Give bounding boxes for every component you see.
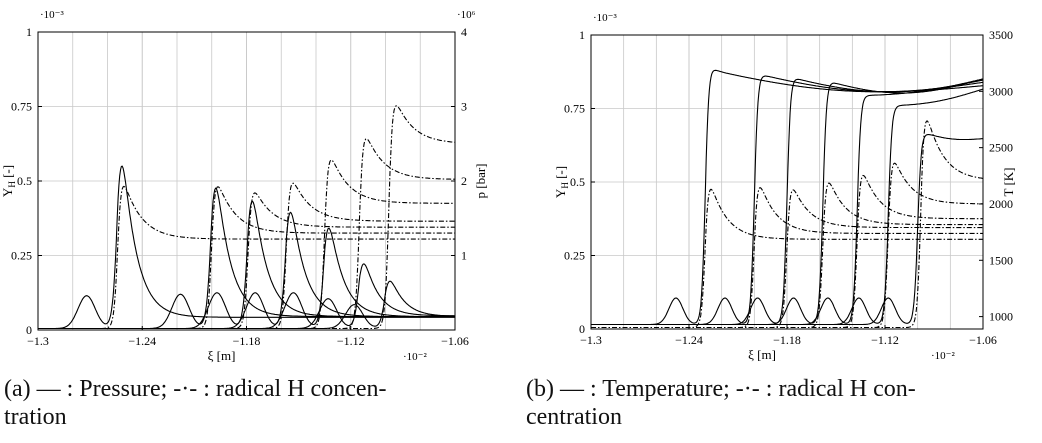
y2-tick-label: 2500 [989,141,1013,155]
x-tick-label: −1.12 [871,333,899,347]
y-axis-label-sub: H [7,181,17,188]
y2-axis-label: p [bar] [473,163,488,198]
y2-axis-label: T [K] [1001,167,1016,196]
y-tick-label: 0.25 [564,249,585,263]
x-tick-label: −1.24 [675,333,703,347]
y2-tick-label: 1500 [989,253,1013,267]
x-tick-label: −1.18 [773,333,801,347]
y-axis-label: YH [-] [553,166,570,198]
radical-h-series-13 [591,120,983,329]
x-tick-label: −1.18 [233,334,261,348]
pressure-series-0 [38,165,455,330]
x-tick-label: −1.06 [441,334,469,348]
panel-a-chart: −1.3 −1.24 −1.18 −1.12 −1.06 0 0.25 0.5 0.75 1 1 2 3… [0,9,488,363]
x-tick-label: −1.3 [27,334,49,348]
caption-b: (b) — : Temperature; -·- : radical H con… [526,375,1041,431]
y-exponent-label: ·10⁻³ [40,9,64,21]
y2-tick-label: 2 [461,174,467,188]
y2-tick-label: 4 [461,25,467,39]
caption-a: (a) — : Pressure; -·- : radical H concen… [4,375,519,431]
y-tick-label: 0.75 [564,102,585,116]
radical-h-series-9 [38,192,455,330]
x-tick-label: −1.06 [969,333,997,347]
y-tick-label: 0.25 [11,249,32,263]
y-axis-label-unit: [-] [0,165,15,181]
pressure-series-6 [38,280,455,330]
y-tick-label: 1 [579,28,585,42]
series-group [591,69,983,329]
x-axis-label: ξ [m] [208,348,236,363]
y-tick-label: 0 [579,322,585,336]
y2-tick-label: 3 [461,100,467,114]
y-tick-label: 0 [26,323,32,337]
series-group [38,105,455,330]
x-exponent-label: ·10⁻² [931,350,955,362]
y-axis-label-sub: H [560,182,570,189]
x-exponent-label: ·10⁻² [403,351,427,363]
x-axis-label: ξ [m] [748,347,776,362]
caption-a-line1: (a) — : Pressure; -·- : radical H concen… [4,376,387,402]
y2-tick-label: 1000 [989,310,1013,324]
y-axis-label-unit: [-] [553,166,568,182]
y-axis-label: YH [-] [0,165,17,197]
y-axis-label-main: Y [0,187,15,197]
radical-h-series-11 [38,159,455,330]
radical-h-series-7 [38,185,455,330]
x-tick-label: −1.24 [128,334,156,348]
y2-tick-label: 3000 [989,84,1013,98]
radical-h-series-8 [38,186,455,330]
y2-exponent-label: ·10⁶ [457,9,476,21]
y2-tick-label: 3500 [989,28,1013,42]
x-tick-label: −1.3 [580,333,602,347]
y2-tick-label: 1 [461,249,467,263]
caption-b-line1: (b) — : Temperature; -·- : radical H con… [526,376,916,402]
y2-tick-label: 2000 [989,197,1013,211]
y-tick-label: 0.5 [570,175,585,189]
x-tick-label: −1.12 [337,334,365,348]
y-tick-label: 0.5 [17,174,32,188]
y-tick-label: 1 [26,25,32,39]
y-tick-label: 0.75 [11,100,32,114]
caption-a-line2: tration [4,404,67,430]
panel-b-chart: −1.3 −1.24 −1.18 −1.12 −1.06 0 0.25 0.5 0.75 1 100… [553,12,1016,362]
caption-b-line2: centration [526,404,622,430]
y-axis-label-main: Y [553,188,568,198]
y-exponent-label: ·10⁻³ [593,12,617,24]
